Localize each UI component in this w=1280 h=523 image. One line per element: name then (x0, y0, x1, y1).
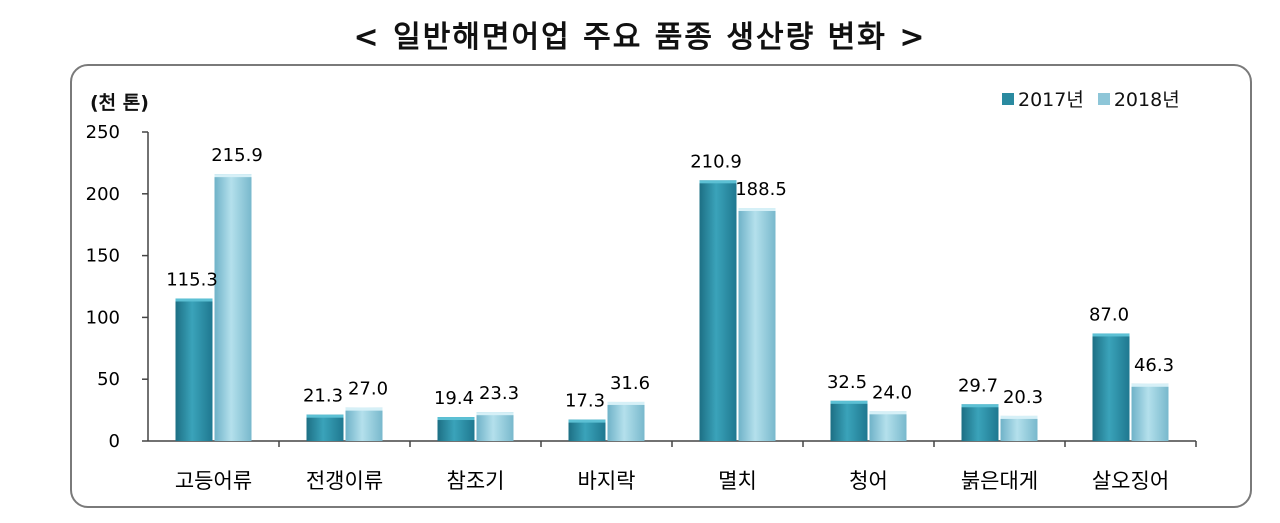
data-label-2018: 23.3 (479, 383, 519, 404)
data-label-2018: 20.3 (1003, 387, 1043, 408)
data-label-2017: 32.5 (827, 372, 867, 393)
bar-top-highlight (1131, 383, 1169, 387)
bar-top-highlight (345, 407, 383, 411)
bar-top-highlight (476, 412, 514, 416)
bar-top-highlight (1092, 333, 1130, 337)
chart-legend: 2017년 2018년 (1002, 85, 1180, 112)
bar-2017 (1092, 333, 1130, 441)
bar-2017 (175, 298, 213, 441)
legend-label-2018: 2018년 (1113, 89, 1180, 111)
legend-swatch-2017 (1002, 92, 1014, 105)
bar-2018 (738, 208, 776, 441)
y-tick-label: 150 (86, 246, 120, 267)
bar-2018 (476, 412, 514, 441)
data-label-2018: 46.3 (1134, 355, 1174, 376)
bar-2017 (437, 417, 475, 441)
bar-2017 (830, 400, 868, 441)
legend-swatch-2018 (1097, 92, 1110, 105)
bar-2018 (214, 174, 252, 442)
chart-frame (70, 64, 1252, 508)
bar-top-highlight (607, 401, 645, 405)
bar-2017 (699, 180, 737, 441)
data-label-2017: 21.3 (303, 386, 343, 407)
bar-top-highlight (175, 298, 213, 302)
bar-2018 (607, 401, 645, 441)
data-label-2017: 17.3 (565, 391, 605, 412)
data-label-2017: 29.7 (958, 375, 998, 396)
legend-item-2018: 2018년 (1097, 85, 1180, 112)
data-label-2018: 27.0 (348, 379, 388, 400)
bar-top-highlight (1000, 415, 1038, 419)
bar-top-highlight (830, 400, 868, 404)
bar-2018 (869, 411, 907, 441)
chart-title: < 일반해면어업 주요 품종 생산량 변화 > (353, 20, 927, 55)
category-label: 고등어류 (175, 469, 252, 493)
bar-top-highlight (568, 419, 606, 423)
bar-top-highlight (961, 404, 999, 408)
legend-item-2017: 2017년 (1002, 85, 1084, 112)
bar-2017 (306, 414, 344, 441)
legend-label-2017: 2017년 (1018, 89, 1084, 111)
y-tick-label: 50 (97, 369, 120, 390)
y-tick-label: 250 (86, 122, 120, 143)
bar-top-highlight (306, 414, 344, 418)
category-label: 살오징어 (1092, 469, 1169, 493)
bar-2018 (1000, 415, 1038, 441)
category-label: 바지락 (578, 469, 636, 493)
data-label-2017: 19.4 (434, 388, 474, 409)
data-label-2017: 210.9 (690, 151, 742, 172)
bar-2017 (568, 419, 606, 441)
category-label: 전갱이류 (306, 469, 383, 493)
y-tick-label: 100 (86, 307, 120, 328)
bar-2018 (1131, 383, 1169, 441)
data-label-2018: 188.5 (735, 179, 787, 200)
category-label: 참조기 (447, 469, 505, 493)
data-label-2017: 87.0 (1089, 304, 1129, 325)
data-label-2018: 24.0 (872, 382, 912, 403)
data-label-2018: 215.9 (211, 145, 263, 166)
bar-top-highlight (214, 174, 252, 178)
bar-2017 (961, 404, 999, 441)
data-label-2018: 31.6 (610, 373, 650, 394)
bar-top-highlight (738, 208, 776, 212)
y-tick-label: 0 (109, 431, 120, 452)
bar-2018 (345, 407, 383, 441)
data-label-2017: 115.3 (166, 269, 218, 290)
category-label: 멸치 (718, 469, 757, 493)
y-tick-label: 200 (86, 184, 120, 205)
category-label: 붉은대게 (961, 469, 1038, 493)
bar-top-highlight (699, 180, 737, 184)
bar-top-highlight (869, 411, 907, 415)
bar-top-highlight (437, 417, 475, 421)
y-axis-unit-label: (천 톤) (90, 92, 149, 114)
category-label: 청어 (849, 469, 888, 493)
